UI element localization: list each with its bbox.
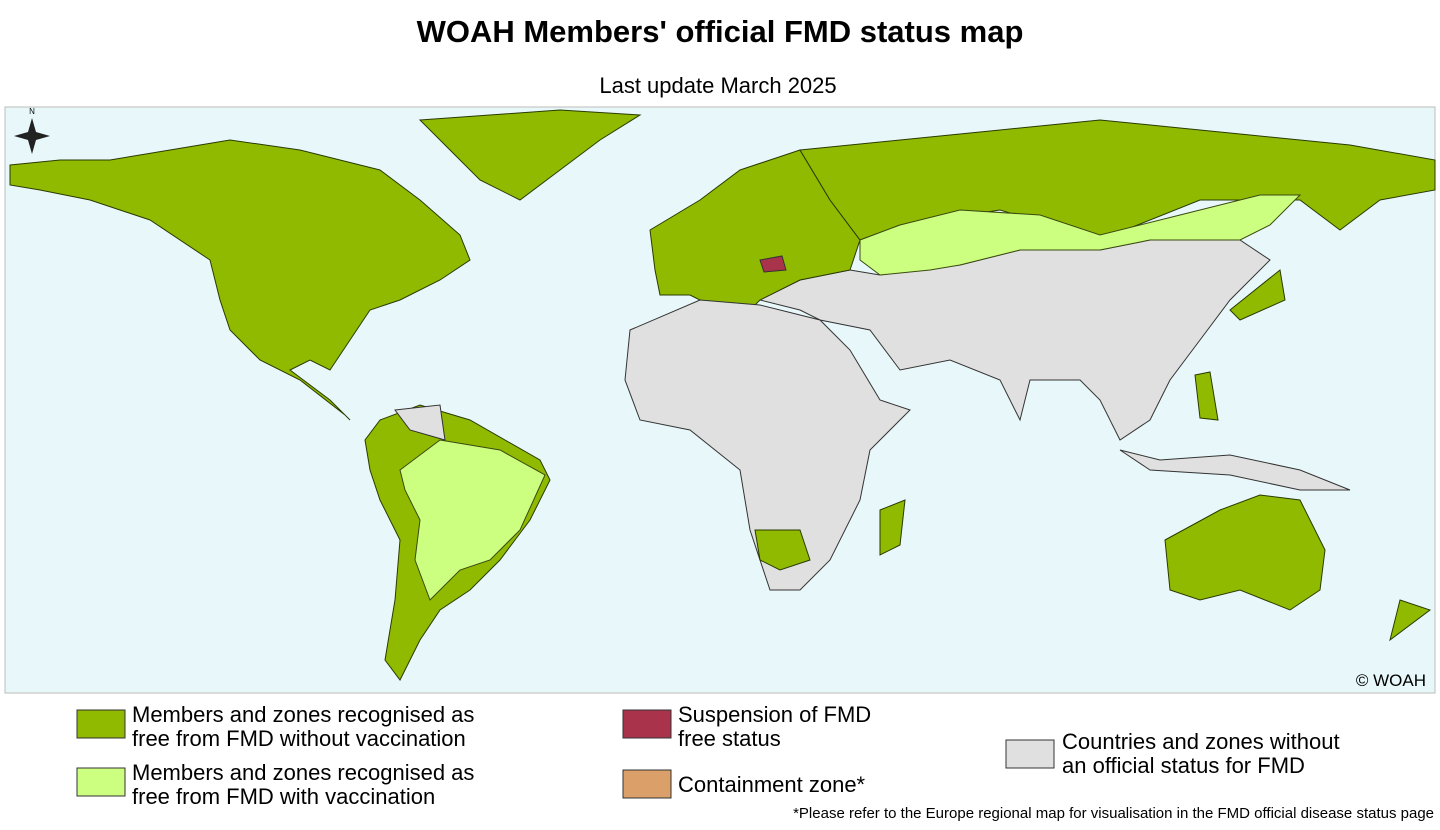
legend-label: Members and zones recognised as (132, 702, 474, 727)
brazil (399, 439, 546, 601)
legend-swatch (1005, 739, 1055, 769)
legend-label: Countries and zones without (1062, 729, 1340, 754)
footnote: *Please refer to the Europe regional map… (793, 805, 1434, 822)
africa (624, 299, 911, 591)
japan (1229, 269, 1286, 321)
legend-swatch (622, 709, 672, 739)
credit: © WOAH (1356, 671, 1426, 690)
legend-swatch (76, 767, 126, 797)
legend-label: Containment zone* (678, 772, 866, 797)
legend-label: free from FMD with vaccination (132, 784, 435, 809)
legend-swatch (622, 769, 672, 799)
southern-africa (754, 529, 811, 571)
north-america (9, 139, 471, 421)
legend: Members and zones recognised as free fro… (76, 702, 1340, 809)
compass-label: N (29, 107, 35, 116)
title: WOAH Members' official FMD status map (417, 14, 1024, 49)
compass: N (14, 107, 50, 154)
subtitle: Last update March 2025 (599, 73, 836, 98)
greenland (418, 109, 642, 201)
new-zealand (1389, 599, 1432, 642)
legend-label: an official status for FMD (1062, 753, 1305, 778)
europe (649, 149, 861, 321)
indonesia (1119, 449, 1351, 491)
central-asia (859, 194, 1302, 276)
hungary (759, 255, 787, 273)
legend-label: Members and zones recognised as (132, 760, 474, 785)
legend-label: free from FMD without vaccination (132, 726, 466, 751)
legend-label: free status (678, 726, 781, 751)
philippines (1194, 371, 1219, 421)
legend-swatch (76, 709, 126, 739)
madagascar (879, 499, 906, 556)
australia (1164, 494, 1326, 611)
legend-label: Suspension of FMD (678, 702, 871, 727)
venezuela (394, 404, 446, 441)
map: N © WOAH (4, 106, 1436, 694)
